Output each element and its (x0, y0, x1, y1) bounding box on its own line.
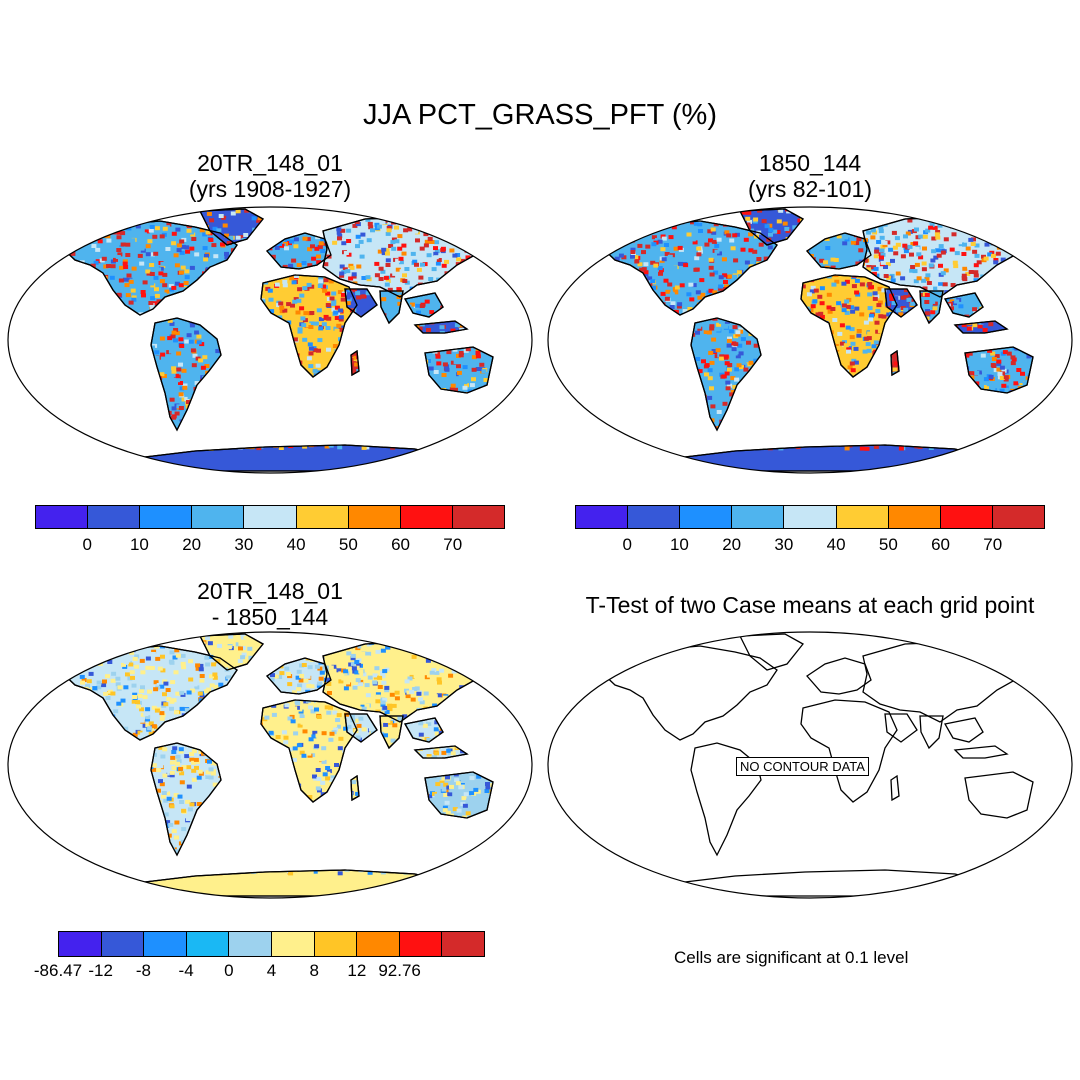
colorbar-segment (101, 932, 145, 956)
colorbar-difference-tick-label: -12 (88, 961, 113, 980)
landmass-antarctica (654, 444, 987, 472)
colorbar-difference-tick-label: 0 (224, 961, 234, 980)
colorbar-difference-tick-label: 12 (347, 961, 367, 980)
colorbar-segment (140, 506, 193, 528)
panel3-title-line2: - 1850_144 (211, 604, 329, 630)
colorbar-segment (732, 506, 785, 528)
main-title: JJA PCT_GRASS_PFT (%) (363, 99, 717, 131)
colorbar-segment (296, 506, 349, 528)
colorbar-segment (992, 506, 1044, 528)
colorbar-panel1-tick-label: 10 (129, 535, 149, 554)
no-contour-data-label: NO CONTOUR DATA (736, 757, 869, 776)
landmass-antarctica (114, 869, 447, 897)
colorbar-segment (888, 506, 941, 528)
colorbar-difference-tick-label: -86.47 (33, 961, 83, 980)
colorbar-panel1 (35, 505, 505, 529)
map-difference (7, 631, 533, 899)
significance-note: Cells are significant at 0.1 level (674, 948, 909, 967)
colorbar-difference-tick-label: 92.76 (378, 961, 421, 980)
colorbar-segment (314, 932, 358, 956)
colorbar-segment (36, 506, 89, 528)
colorbar-panel1-tick-label: 70 (443, 535, 463, 554)
colorbar-difference-tick-label: -8 (135, 961, 151, 980)
landmass-greenland (738, 633, 804, 671)
colorbar-panel2-tick-label: 20 (722, 535, 742, 554)
landmass-samerica (690, 742, 762, 857)
colorbar-segment (357, 932, 400, 956)
colorbar-segment (186, 932, 230, 956)
colorbar-panel2-tick-label: 10 (669, 535, 689, 554)
colorbar-panel1-tick-label: 60 (391, 535, 411, 554)
map-border (7, 631, 533, 899)
colorbar-segment (628, 506, 681, 528)
landmass-asia (862, 641, 1021, 723)
landmass-australia (964, 771, 1034, 819)
colorbar-segment (940, 506, 993, 528)
map-border (547, 206, 1073, 474)
map-border (7, 206, 533, 474)
colorbar-panel1-tick-label: 40 (286, 535, 306, 554)
colorbar-difference-tick-label: 4 (266, 961, 277, 980)
colorbar-segment (784, 506, 837, 528)
colorbar-panel2-tick-label: 0 (622, 535, 632, 554)
map-1850-144 (547, 206, 1073, 474)
colorbar-segment (192, 506, 245, 528)
colorbar-panel2-tick-label: 30 (774, 535, 794, 554)
panel1-title-line2: (yrs 1908-1927) (188, 176, 352, 202)
colorbar-segment (836, 506, 889, 528)
colorbar-segment (400, 506, 453, 528)
panel3-title-line1: 20TR_148_01 (197, 578, 343, 604)
colorbar-panel2-tick-label: 50 (878, 535, 898, 554)
colorbar-segment (244, 506, 297, 528)
landmass-seasia (943, 717, 984, 743)
landmass-arabia (884, 713, 918, 743)
colorbar-segment (348, 506, 401, 528)
map-border (547, 631, 1073, 899)
colorbar-panel1-tick-label: 30 (234, 535, 254, 554)
colorbar-panel2 (575, 505, 1045, 529)
colorbar-difference-tick-label: 8 (309, 961, 319, 980)
landmass-africa (800, 699, 898, 803)
colorbar-panel2-tick-label: 40 (826, 535, 846, 554)
colorbar-segment (59, 932, 102, 956)
colorbar-panel2-tick-label: 60 (931, 535, 951, 554)
colorbar-segment (442, 932, 484, 956)
panel2-title-line1: 1850_144 (758, 150, 862, 176)
colorbar-segment (144, 932, 187, 956)
panel1-title-line1: 20TR_148_01 (197, 150, 343, 176)
landmass-indonesia (953, 745, 1009, 759)
panel4-title: T-Test of two Case means at each grid po… (585, 592, 1035, 618)
colorbar-segment (576, 506, 629, 528)
colorbar-segment (271, 932, 315, 956)
colorbar-panel1-tick-label: 50 (338, 535, 358, 554)
landmass-madagascar (890, 774, 900, 802)
colorbar-difference-tick-label: -4 (178, 961, 194, 980)
map-ttest (547, 631, 1073, 899)
colorbar-panel1-tick-label: 0 (82, 535, 92, 554)
colorbar-difference (58, 931, 485, 957)
colorbar-panel1-tick-label: 20 (182, 535, 202, 554)
map-20tr-148-01 (7, 206, 533, 474)
colorbar-panel2-tick-label: 70 (983, 535, 1003, 554)
landmass-europe (806, 657, 872, 695)
colorbar-segment (680, 506, 733, 528)
colorbar-segment (229, 932, 272, 956)
colorbar-segment (88, 506, 141, 528)
colorbar-segment (399, 932, 443, 956)
landmass-antarctica (654, 869, 987, 897)
landmass-namerica (595, 645, 778, 741)
colorbar-segment (452, 506, 504, 528)
landmass-india (919, 715, 944, 750)
panel2-title-line2: (yrs 82-101) (748, 176, 872, 202)
